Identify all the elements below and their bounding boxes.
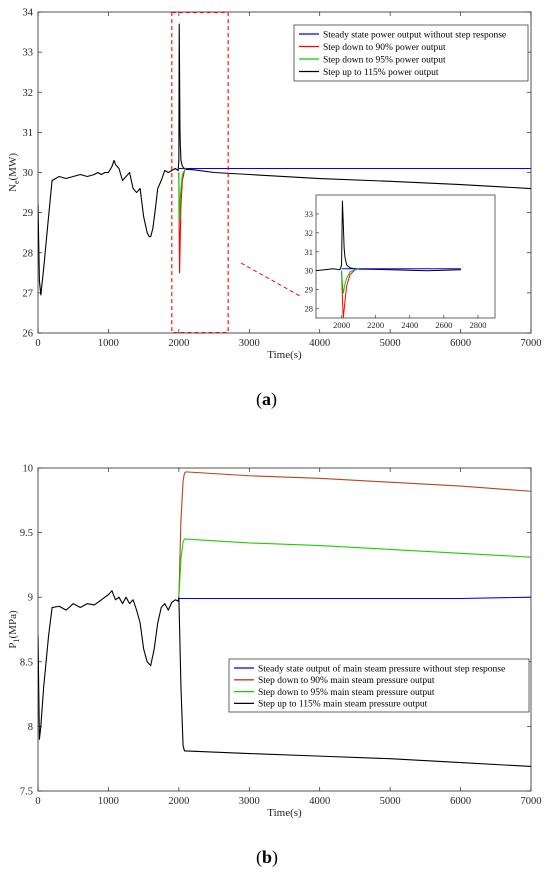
series-group (38, 23, 531, 296)
x-tick-label: 6000 (450, 796, 471, 807)
chart-b: 0 1000 2000 3000 4000 5000 6000 7000 7.5 8 8.5 9 9.5… (7, 464, 542, 820)
series-line-0 (178, 596, 531, 600)
x-tick-label: 6000 (450, 338, 471, 349)
x-tick-label: 3000 (239, 338, 260, 349)
inset-y-tick-label: 31 (305, 247, 314, 257)
inset-series-group (316, 200, 461, 318)
panel-label-a: (a) (256, 389, 277, 409)
series-line-2 (178, 538, 531, 598)
x-tick-label: 1000 (98, 338, 119, 349)
y-tick-label: 27 (23, 288, 34, 299)
y-tick-label: 8.5 (20, 657, 33, 668)
legend: Steady state output of main steam pressu… (228, 658, 530, 713)
x-tick-label: 0 (35, 338, 40, 349)
legend-entry: Step down to 95% power output (323, 55, 446, 65)
series-line-2 (178, 168, 187, 222)
x-tick-label: 5000 (380, 338, 401, 349)
inset-y-tick-label: 28 (305, 304, 314, 314)
y-tick-label: 29 (23, 208, 34, 219)
legend-entry: Step down to 90% power output (323, 43, 446, 53)
inset-y-tick-label: 33 (305, 209, 314, 219)
inset-chart: 2000 2200 2400 2600 2800 28 29 30 31 32 33 (305, 194, 496, 330)
series-group (38, 471, 531, 767)
inset-x-tick-label: 2200 (367, 320, 384, 330)
chart-a: 0 1000 2000 3000 4000 5000 6000 7000 26 27 28 29 30 3… (7, 8, 542, 362)
x-tick-label: 3000 (239, 796, 260, 807)
inset-x-tick-label: 2600 (435, 320, 452, 330)
y-tick-label: 33 (23, 48, 34, 59)
x-tick-label: 4000 (309, 338, 330, 349)
series-line-3 (38, 590, 531, 767)
inset-x-tick-label: 2400 (401, 320, 418, 330)
y-tick-label: 31 (23, 128, 34, 139)
y-axis-label: Ne(MW) (7, 153, 21, 192)
inset-x-tick-label: 2000 (333, 320, 350, 330)
y-tick-label: 7.5 (20, 787, 33, 798)
inset-y-tick-label: 29 (305, 285, 314, 295)
x-tick-label: 2000 (168, 796, 189, 807)
x-tick-label: 4000 (309, 796, 330, 807)
y-tick-label: 8 (28, 722, 33, 733)
inset-y-tick-label: 30 (305, 266, 314, 276)
y-tick-label: 34 (23, 8, 34, 19)
x-tick-label: 5000 (380, 796, 401, 807)
zoom-connector (240, 262, 301, 297)
series-line-3 (38, 23, 531, 296)
x-tick-label: 0 (35, 796, 40, 807)
y-tick-label: 10 (23, 464, 34, 475)
x-axis-label: Time(s) (267, 807, 302, 819)
y-axis-label: P1(MPa) (7, 610, 21, 649)
x-tick-label: 7000 (521, 796, 542, 807)
legend-entry: Step up to 115% main steam pressure outp… (258, 700, 428, 710)
legend: Steady state power output without step r… (293, 24, 529, 82)
panel-label-b: (b) (256, 847, 279, 867)
y-tick-label: 9 (28, 593, 33, 604)
x-axis-label: Time(s) (267, 349, 302, 361)
highlight-box (171, 11, 229, 334)
inset-series-line-2 (341, 268, 359, 294)
y-tick-label: 28 (23, 248, 34, 259)
x-tick-label: 2000 (168, 338, 189, 349)
legend-box (293, 24, 529, 82)
inset-x-tick-label: 2800 (469, 320, 486, 330)
y-tick-label: 26 (23, 329, 34, 340)
plot-area (37, 467, 532, 792)
x-tick-label: 7000 (521, 338, 542, 349)
series-line-1 (178, 471, 531, 598)
legend-entry: Step down to 90% main steam pressure out… (258, 676, 435, 686)
legend-entry: Step down to 95% main steam pressure out… (258, 688, 435, 698)
y-tick-label: 30 (23, 168, 34, 179)
inset-y-tick-label: 32 (305, 228, 314, 238)
legend-entry: Step up to 115% power output (323, 68, 439, 78)
x-tick-label: 1000 (98, 796, 119, 807)
y-tick-label: 32 (23, 88, 34, 99)
legend-box (228, 658, 530, 713)
y-tick-label: 9.5 (20, 528, 33, 539)
legend-entry: Steady state output of main steam pressu… (258, 663, 505, 674)
legend-entry: Steady state power output without step r… (323, 30, 506, 40)
